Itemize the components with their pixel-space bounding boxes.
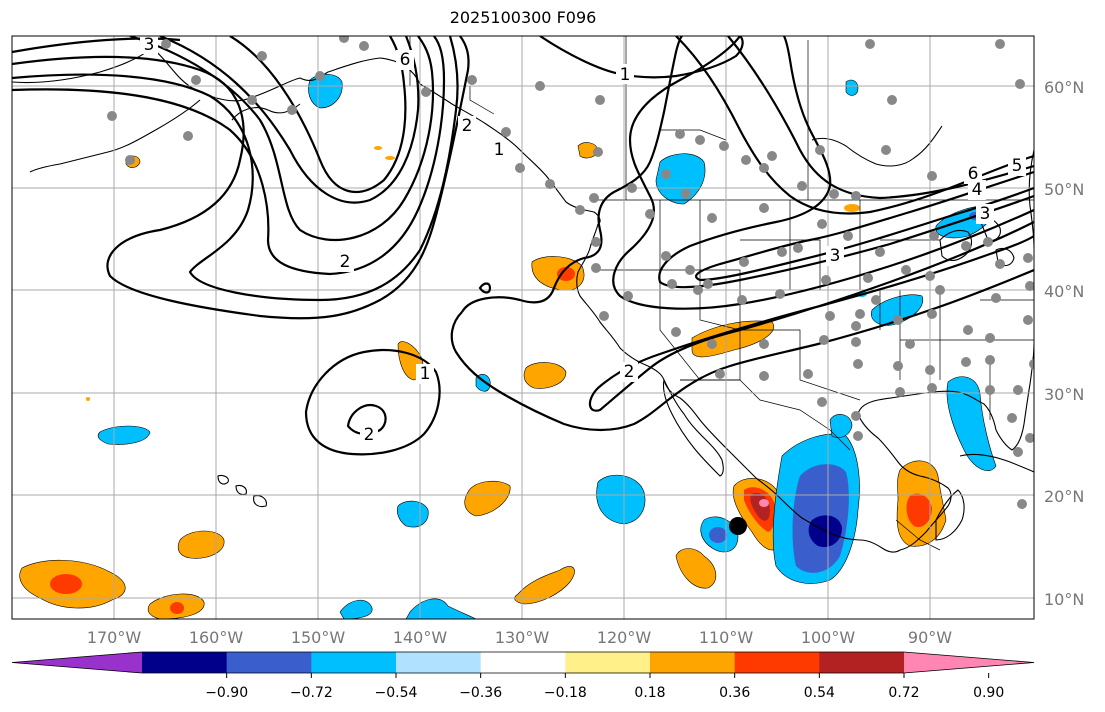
colorbar-tick-label: 0.72: [888, 685, 919, 701]
negative-anomaly-region-strong: [709, 527, 727, 543]
contour-label: 3: [980, 204, 991, 224]
lat-label: 30°N: [1044, 385, 1084, 404]
baja-california: [662, 378, 724, 477]
positive-anomaly-core: [170, 602, 184, 614]
negative-anomaly-region: [596, 474, 646, 525]
positive-anomaly-core: [50, 574, 82, 594]
lat-label: 50°N: [1044, 180, 1084, 199]
colorbar-tick-label: 0.54: [804, 685, 835, 701]
map-background: [12, 36, 1034, 619]
colorbar: −0.90 −0.72 −0.54 −0.36 −0.18 0.18 0.36 0.54 0.7…: [11, 651, 1035, 701]
colorbar-segment: [650, 652, 736, 673]
lat-label: 10°N: [1044, 590, 1084, 609]
colorbar-tick-label: −0.36: [459, 685, 502, 701]
lon-label: 110°W: [699, 628, 754, 647]
contour-label: 2: [340, 252, 351, 272]
contour-label: 2: [364, 425, 375, 445]
positive-anomaly-region: [844, 204, 860, 212]
contour-label: 3: [144, 35, 155, 55]
colorbar-tick-label: −0.54: [375, 685, 418, 701]
contour-layer: [12, 36, 1034, 456]
colorbar-segment: [819, 652, 905, 673]
storm-center-marker: [729, 517, 747, 535]
contour-label: 2: [462, 116, 473, 136]
canada-pacific-coast: [576, 223, 901, 553]
colorbar-segment: [734, 652, 820, 673]
contour-label: 1: [620, 65, 631, 85]
lon-label: 160°W: [189, 628, 244, 647]
colorbar-extend-high: [904, 652, 1034, 673]
yucatan-coast: [935, 489, 965, 541]
colorbar-segment: [226, 652, 312, 673]
colorbar-tick-label: −0.90: [205, 685, 248, 701]
lon-label: 130°W: [495, 628, 550, 647]
negative-anomaly-region: [829, 414, 853, 438]
positive-anomaly-region: [385, 156, 395, 160]
colorbar-tick-label: 0.90: [973, 685, 1004, 701]
contour-label: 6: [968, 164, 979, 184]
negative-anomaly-region: [308, 73, 343, 109]
aleutian-islands: [29, 99, 201, 173]
contour-label: 4: [972, 180, 983, 200]
cuba-coast: [959, 453, 1034, 473]
map-frame: [11, 35, 1035, 620]
negative-anomaly-region: [405, 598, 477, 619]
colorbar-tick-label: 0.18: [634, 685, 665, 701]
contour-label: 1: [494, 140, 505, 160]
colorbar-outline: [11, 651, 1035, 674]
colorbar-segment: [565, 652, 651, 673]
contour-label: 5: [1012, 156, 1023, 176]
lon-label: 140°W: [393, 628, 448, 647]
lat-label: 60°N: [1044, 78, 1084, 97]
positive-anomaly-core: [557, 267, 575, 281]
negative-anomaly-region: [845, 79, 859, 96]
negative-anomaly-region: [871, 294, 924, 326]
negative-anomaly-region: [946, 376, 997, 471]
lon-label: 170°W: [87, 628, 142, 647]
contour-label: 6: [400, 50, 411, 70]
lon-label: 150°W: [291, 628, 346, 647]
positive-anomaly-peak: [759, 499, 769, 507]
colorbar-segment: [396, 652, 482, 673]
map-title: 2025100300 F096: [449, 8, 597, 27]
colorbar-segment: [142, 652, 228, 673]
colorbar-tick-label: −0.72: [290, 685, 333, 701]
gulf-of-mexico-coast: [857, 390, 997, 551]
lon-label: 120°W: [597, 628, 652, 647]
lat-label: 40°N: [1044, 282, 1084, 301]
longitude-labels: 170°W 160°W 150°W 140°W 130°W 120°W 110°…: [87, 628, 952, 647]
negative-anomaly-region: [97, 425, 151, 445]
positive-anomaly-region: [675, 548, 717, 589]
hawaii-islands: [217, 474, 267, 508]
station-dots: [107, 36, 1034, 509]
positive-anomaly-region: [514, 566, 575, 605]
colorbar-segment: [311, 652, 397, 673]
contour-label: 1: [420, 364, 431, 384]
lat-label: 20°N: [1044, 487, 1084, 506]
contour-label-layer: 1 2 2 2 3 6 6 5 4 3 1 3 2 1: [140, 35, 1026, 445]
hudson-bay-coast: [811, 125, 943, 167]
colorbar-tick-label: −0.18: [544, 685, 587, 701]
latitude-labels: 60°N 50°N 40°N 30°N 20°N 10°N: [1044, 78, 1084, 609]
lon-label: 90°W: [908, 628, 952, 647]
colorbar-tick-label: 0.36: [719, 685, 750, 701]
positive-anomaly-core: [906, 493, 932, 528]
positive-anomaly-region: [523, 362, 567, 389]
lon-label: 100°W: [801, 628, 856, 647]
positive-anomaly-region: [177, 530, 225, 559]
contour-label: 3: [830, 246, 841, 266]
contour-label: 2: [624, 362, 635, 382]
positive-anomaly-region: [86, 397, 90, 401]
positive-anomaly-region: [374, 146, 382, 150]
positive-anomaly-region: [464, 480, 511, 517]
florida-coast: [995, 343, 1034, 451]
colorbar-segment: [480, 652, 566, 673]
colorbar-extend-low: [12, 652, 142, 673]
